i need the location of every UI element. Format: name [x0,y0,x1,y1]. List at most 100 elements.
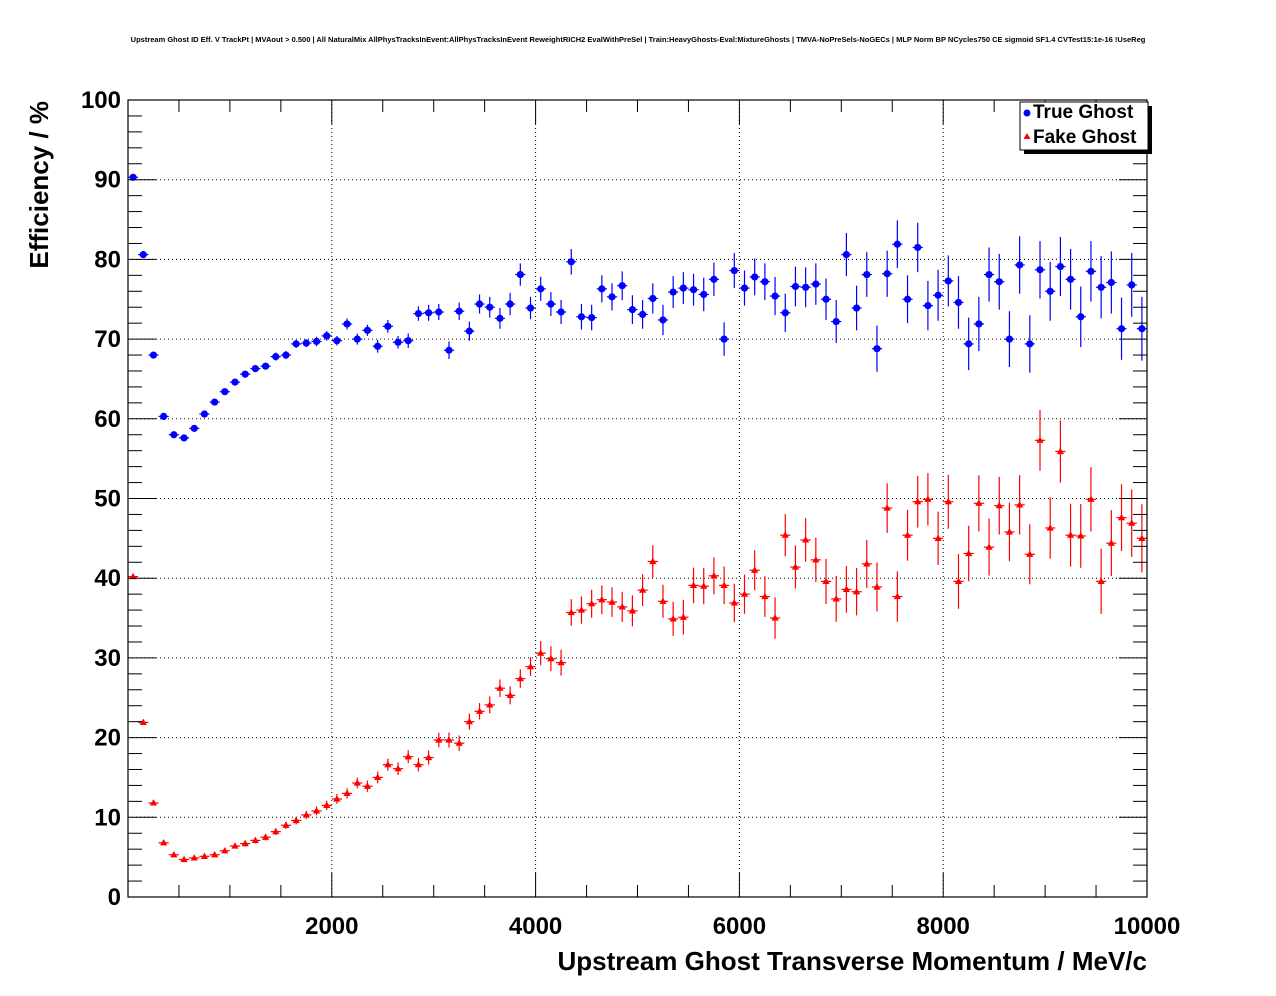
fake-ghost-point [190,854,198,861]
true-ghost-point [139,251,147,259]
true-ghost-point [547,300,555,308]
true-ghost-point [730,266,738,275]
true-ghost-point [414,309,423,318]
true-ghost-point [465,327,473,335]
true-ghost-point [689,286,698,294]
fake-ghost-point [537,649,545,656]
true-ghost-point [710,275,718,283]
y-tick-label: 20 [94,725,121,752]
fake-ghost-point [1066,531,1075,538]
fake-ghost-point [506,691,514,698]
chart-title: Upstream Ghost ID Eff. V TrackPt | MVAou… [131,35,1146,44]
fake-ghost-point [618,603,626,610]
true-ghost-point [1077,313,1085,321]
fake-ghost-point [903,531,912,538]
true-ghost-point [567,258,575,266]
fake-ghost-point [251,836,259,844]
fake-ghost-point [689,581,698,588]
true-ghost-point [160,412,168,421]
true-ghost-point [557,308,565,316]
true-ghost-point [1056,262,1064,271]
true-ghost-point [1117,325,1126,333]
fake-ghost-point [445,736,453,743]
x-tick-label: 10000 [1114,913,1181,940]
fake-ghost-point [659,597,667,604]
true-ghost-point [1046,287,1054,295]
fake-ghost-point [914,497,922,505]
y-tick-label: 50 [94,486,121,513]
true-ghost-point [914,243,922,252]
fake-ghost-point [842,585,850,592]
fake-ghost-series [128,409,1147,863]
fake-ghost-point [200,852,209,859]
true-ghost-point [618,282,626,290]
grid-lines [128,100,1147,897]
true-ghost-point [231,378,239,386]
fake-ghost-point [944,497,952,505]
true-ghost-point [312,337,321,346]
fake-ghost-point [282,821,290,828]
true-ghost-point [669,288,677,296]
y-tick-label: 30 [94,645,121,672]
plot-series [128,173,1147,863]
true-ghost-point [272,353,280,361]
true-ghost-point [649,294,657,303]
true-ghost-point [516,270,524,279]
fake-ghost-point [863,560,871,567]
fake-ghost-point [975,499,983,506]
fake-ghost-point [455,739,463,746]
x-axis-tick-labels: 2000 4000 6000 8000 10000 [305,913,1180,940]
fake-ghost-point [588,599,596,607]
true-ghost-point [506,300,514,308]
fake-ghost-point [965,549,973,557]
true-ghost-point [170,431,178,439]
fake-ghost-point [160,839,168,846]
fake-ghost-point [852,587,861,595]
fake-ghost-point [272,827,280,835]
true-ghost-point [659,316,667,324]
fake-ghost-point [526,662,535,670]
fake-ghost-point [211,850,219,858]
true-ghost-point [221,388,229,396]
true-ghost-point [761,278,769,286]
fake-ghost-point [730,599,738,606]
y-tick-label: 60 [94,406,121,433]
fake-ghost-point [934,534,942,541]
legend: True Ghost Fake Ghost [1019,101,1152,154]
true-ghost-point [496,314,504,322]
fake-ghost-point [700,582,708,589]
fake-ghost-point [781,531,789,538]
true-ghost-point [577,313,586,321]
true-ghost-point [771,292,779,300]
true-ghost-point [404,337,412,345]
true-ghost-point [526,304,535,312]
true-ghost-point [129,173,137,181]
fake-ghost-point [475,707,484,714]
fake-ghost-point [1128,519,1136,526]
x-tick-label: 8000 [917,913,970,940]
fake-ghost-point [261,833,270,840]
true-ghost-point [873,345,881,353]
fake-ghost-point [149,799,158,806]
x-tick-label: 4000 [509,913,562,940]
true-ghost-point [1005,335,1014,343]
true-ghost-point [180,434,188,442]
fake-ghost-point [465,717,473,725]
fake-ghost-point [333,795,341,802]
fake-ghost-point [394,764,402,772]
true-ghost-point [190,424,198,432]
true-ghost-point [292,340,300,348]
true-ghost-point [241,370,249,378]
true-ghost-point [791,282,800,291]
fake-ghost-point [374,773,382,781]
fake-ghost-point [751,566,759,573]
true-ghost-point [333,337,341,345]
fake-ghost-point [221,846,229,854]
fake-ghost-point [241,839,249,847]
fake-ghost-point [1056,447,1064,455]
true-ghost-point [353,335,361,343]
true-ghost-point [251,364,259,373]
true-ghost-point [924,302,932,310]
true-ghost-point [822,295,830,303]
fake-ghost-point [435,736,443,743]
